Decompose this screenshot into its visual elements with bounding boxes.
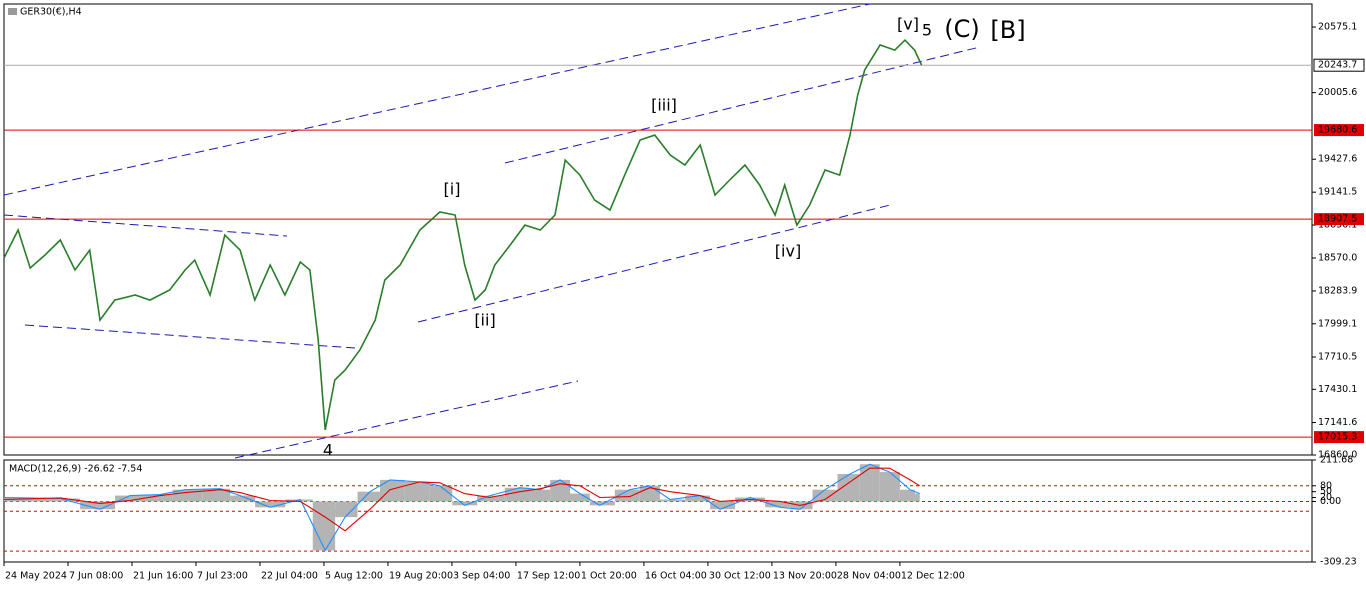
macd-bar	[685, 495, 711, 502]
trendline	[3, 3, 871, 196]
current-price-label: 20243.7	[1318, 60, 1357, 71]
x-tick-label: 12 Dec 12:00	[901, 571, 965, 582]
x-tick-label: 21 Jun 16:00	[133, 571, 193, 582]
trendline	[24, 324, 356, 349]
x-tick-label: 17 Sep 12:00	[517, 571, 580, 582]
macd-bar	[859, 464, 880, 502]
macd-bar	[452, 501, 478, 506]
x-tick-label: 19 Aug 20:00	[389, 571, 453, 582]
macd-y-tick-label: 211.68	[1320, 455, 1353, 466]
level-label: 17015.3	[1318, 432, 1357, 443]
macd-y-tick-label: 20	[1320, 492, 1332, 503]
chart-title: GER30(€),H4	[20, 7, 82, 18]
wave-label: [iii]	[651, 96, 677, 115]
wave-label: 5	[922, 21, 932, 40]
macd-bar	[115, 495, 146, 502]
macd-y-tick-label: 0.00	[1320, 496, 1341, 507]
y-tick-label: 16860.0	[1318, 450, 1357, 461]
x-tick-label: 28 Nov 04:00	[837, 571, 901, 582]
macd-bar	[404, 481, 430, 502]
y-tick-label: 18570.0	[1318, 253, 1357, 264]
y-tick-label: 17430.1	[1318, 384, 1357, 395]
macd-bar	[530, 489, 551, 502]
macd-bar	[589, 501, 615, 506]
macd-label: MACD(12,26,9) -26.62 -7.54	[9, 464, 142, 475]
macd-bar	[837, 474, 860, 502]
level-box	[1314, 431, 1364, 444]
x-tick-label: 30 Oct 12:00	[709, 571, 771, 582]
macd-bar	[477, 495, 505, 502]
macd-bar	[230, 495, 256, 502]
macd-bar	[335, 501, 358, 518]
macd-bar	[172, 489, 203, 502]
macd-y-tick-label: 50	[1320, 486, 1332, 497]
macd-bar	[145, 494, 173, 502]
y-tick-label: 18283.9	[1318, 285, 1357, 296]
y-tick-label: 19427.6	[1318, 154, 1357, 165]
macd-bar	[614, 489, 640, 502]
trendline	[417, 204, 891, 323]
level-box	[1314, 124, 1364, 137]
macd-bar	[812, 489, 838, 502]
y-tick-label: 19141.5	[1318, 187, 1357, 198]
wave-label: [ii]	[474, 311, 495, 330]
level-label: 19680.6	[1318, 125, 1357, 136]
y-tick-label: 17710.5	[1318, 352, 1357, 363]
trendline	[234, 380, 579, 459]
macd-bar	[202, 488, 231, 502]
x-tick-label: 3 Sep 04:00	[453, 571, 510, 582]
macd-bar	[659, 499, 686, 502]
signal-line	[3, 467, 920, 532]
y-tick-label: 20005.6	[1318, 87, 1357, 98]
macd-bar	[879, 472, 900, 502]
trendlines	[3, 3, 981, 459]
y-tick-label: 17999.1	[1318, 318, 1357, 329]
trendline	[504, 46, 981, 164]
wave-label: 4	[323, 441, 333, 460]
wave-label: [iv]	[775, 242, 801, 261]
x-tick-label: 5 Aug 12:00	[325, 571, 383, 582]
macd-y-tick-label: -309.23	[1320, 557, 1357, 568]
macd-bar	[255, 501, 286, 508]
current-price-box	[1313, 58, 1365, 72]
x-tick-label: 24 May 2024	[5, 571, 67, 582]
macd-y-tick-label: 80	[1320, 480, 1332, 491]
macd-bar	[357, 491, 380, 502]
macd-bar	[570, 493, 590, 502]
symbol-icon	[8, 8, 17, 15]
wave-label: (C)	[944, 15, 979, 43]
y-tick-label: 17141.6	[1318, 417, 1357, 428]
macd-bar	[285, 499, 313, 502]
wave-label: [i]	[444, 180, 461, 199]
x-tick-label: 16 Oct 04:00	[645, 571, 707, 582]
macd-line	[3, 463, 920, 552]
macd-bar	[710, 501, 736, 510]
price-panel	[3, 3, 1313, 456]
level-box	[1314, 213, 1364, 226]
macd-bar	[504, 487, 531, 502]
macd-bar	[312, 501, 336, 551]
x-tick-label: 7 Jul 23:00	[197, 571, 248, 582]
macd-bar	[80, 501, 116, 510]
price-line	[3, 38, 923, 431]
macd-bar	[32, 498, 81, 502]
macd-bar	[899, 489, 915, 502]
y-tick-label: 20575.1	[1318, 22, 1357, 33]
x-tick-label: 7 Jun 08:00	[69, 571, 123, 582]
x-tick-label: 13 Nov 20:00	[773, 571, 837, 582]
wave-label: [B]	[990, 16, 1025, 44]
x-tick-label: 1 Oct 20:00	[581, 571, 637, 582]
level-label: 18907.5	[1318, 214, 1357, 225]
wave-label: [v]	[897, 15, 919, 34]
trendline	[3, 214, 288, 237]
macd-bar	[379, 479, 405, 502]
macd-bar	[914, 493, 920, 502]
macd-bar	[429, 485, 453, 502]
macd-bar	[765, 501, 791, 508]
x-tick-label: 22 Jul 04:00	[261, 571, 318, 582]
